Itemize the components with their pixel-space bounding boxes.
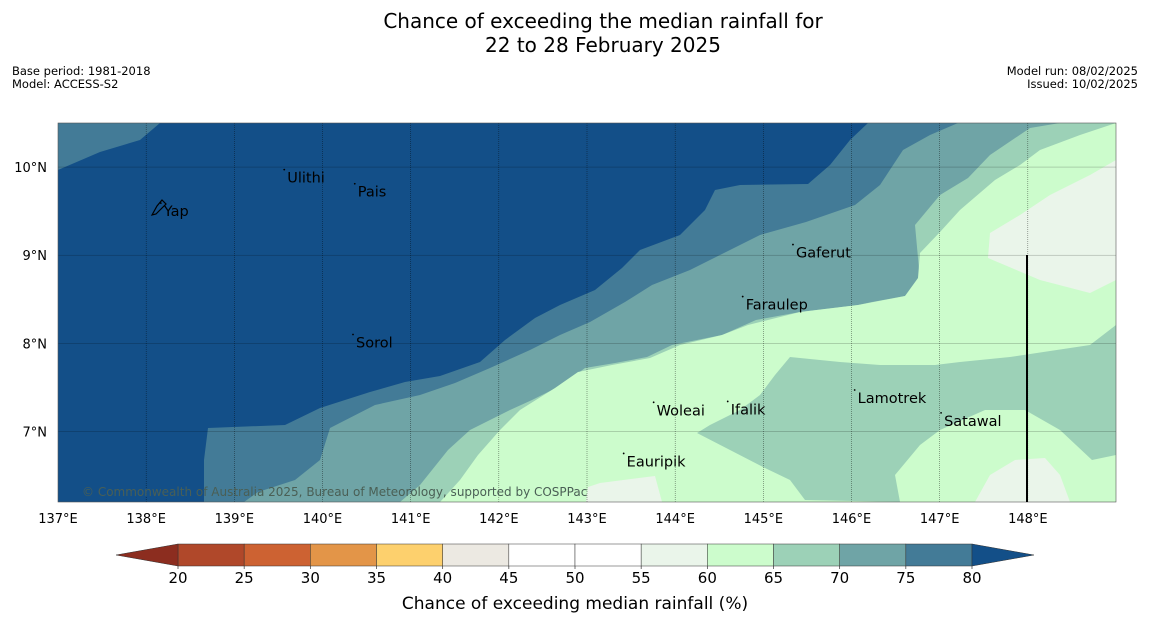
place-label: Satawal: [944, 414, 1001, 430]
model-text: Model: ACCESS-S2: [12, 77, 119, 91]
model-run-text: Model run: 08/02/2025: [1006, 64, 1138, 78]
colorbar-tick-label: 45: [499, 569, 518, 587]
run-info: Model run: 08/02/2025 Issued: 10/02/2025: [1007, 65, 1138, 91]
axis-tick-labels: 137°E 138°E 139°E 140°E 141°E 142°E 143°E 144°E…: [14, 161, 1047, 527]
colorbar-segment: [177, 543, 245, 567]
lat-tick-label: 8°N: [23, 337, 48, 352]
colorbar-tick-label: 35: [367, 569, 386, 587]
place-label: Lamotrek: [858, 391, 927, 407]
colorbar-label: Chance of exceeding median rainfall (%): [401, 594, 749, 614]
colorbar-tick-label: 30: [301, 569, 320, 587]
lon-tick-label: 142°E: [479, 512, 519, 527]
island-marker: [853, 389, 856, 391]
lon-tick-label: 139°E: [215, 512, 255, 527]
copyright-text: © Commonwealth of Australia 2025, Bureau…: [82, 485, 587, 499]
lon-tick-label: 147°E: [920, 512, 960, 527]
place-label: Woleai: [657, 403, 705, 419]
lon-tick-label: 143°E: [567, 512, 607, 527]
colorbar-tick-label: 80: [962, 569, 981, 587]
map-title-line1: Chance of exceeding the median rainfall …: [383, 9, 823, 33]
base-period-text: Base period: 1981-2018: [12, 64, 151, 78]
colorbar-segment: [574, 543, 642, 567]
lon-tick-label: 141°E: [391, 512, 431, 527]
zone-55-60-east: [988, 160, 1116, 293]
colorbar: 20 25 30 35 40 45 50 55 60 65 70 75 80: [115, 543, 1035, 587]
colorbar-segment: [508, 543, 576, 567]
colorbar-tick-label: 60: [698, 569, 717, 587]
island-marker: [353, 182, 356, 185]
lon-tick-label: 140°E: [303, 512, 343, 527]
lon-tick-label: 148°E: [1008, 512, 1048, 527]
colorbar-tick-label: 50: [565, 569, 584, 587]
yap-island-icon: [150, 199, 167, 216]
place-label: Ifalik: [731, 402, 766, 418]
zone-65-70-inner: [697, 325, 1116, 502]
map-frame: [57, 122, 1117, 503]
island-marker: [940, 412, 942, 414]
island-marker: [352, 333, 354, 336]
colorbar-segment: [839, 543, 907, 567]
place-label: Ulithi: [287, 171, 325, 187]
island-marker: [622, 452, 625, 455]
colorbar-tick-label: 55: [632, 569, 651, 587]
lon-tick-label: 144°E: [655, 512, 695, 527]
place-label: Gaferut: [796, 246, 851, 262]
colorbar-tick-label: 65: [764, 569, 783, 587]
lon-tick-label: 146°E: [832, 512, 872, 527]
lat-tick-label: 7°N: [23, 425, 48, 440]
colorbar-tick-label: 40: [433, 569, 452, 587]
island-marker: [792, 243, 794, 246]
lat-tick-label: 10°N: [14, 161, 47, 176]
issued-text: Issued: 10/02/2025: [1027, 77, 1138, 91]
lon-tick-label: 138°E: [126, 512, 166, 527]
colorbar-tick-label: 75: [896, 569, 915, 587]
zone-55-60-south: [586, 476, 662, 502]
map-title-line2: 22 to 28 February 2025: [485, 33, 721, 57]
island-marker: [283, 168, 286, 171]
place-label: Sorol: [356, 335, 393, 351]
island-marker: [159, 202, 162, 205]
map-title: Chance of exceeding the median rainfall …: [0, 9, 1150, 57]
place-label: Eauripik: [627, 454, 686, 470]
place-label: Faraulep: [746, 298, 808, 314]
colorbar-segment: [640, 543, 708, 567]
lat-tick-label: 9°N: [23, 249, 48, 264]
colorbar-tick-label: 70: [830, 569, 849, 587]
island-marker: [652, 401, 655, 404]
base-info: Base period: 1981-2018 Model: ACCESS-S2: [12, 65, 151, 91]
colorbar-extend-low: [115, 543, 179, 567]
island-marker: [741, 295, 744, 298]
colorbar-segment: [310, 543, 377, 567]
island-marker: [726, 400, 729, 403]
place-label: Pais: [358, 185, 387, 201]
colorbar-segment: [243, 543, 311, 567]
graticule: [58, 123, 1116, 502]
colorbar-extend-high: [971, 543, 1035, 567]
colorbar-segment: [707, 543, 774, 567]
place-label: Yap: [163, 204, 189, 220]
place-labels: Yap Ulithi Pais Gaferut Faraulep Sorol Woleai I…: [159, 168, 1002, 470]
colorbar-tick-label: 20: [168, 569, 187, 587]
colorbar-segment: [773, 543, 840, 567]
colorbar-segment: [442, 543, 510, 567]
colorbar-segment: [905, 543, 973, 567]
colorbar-tick-label: 25: [235, 569, 254, 587]
zone-55-60-southeast: [975, 458, 1070, 502]
lon-tick-label: 137°E: [38, 512, 78, 527]
lon-tick-label: 145°E: [744, 512, 784, 527]
colorbar-segment: [376, 543, 443, 567]
